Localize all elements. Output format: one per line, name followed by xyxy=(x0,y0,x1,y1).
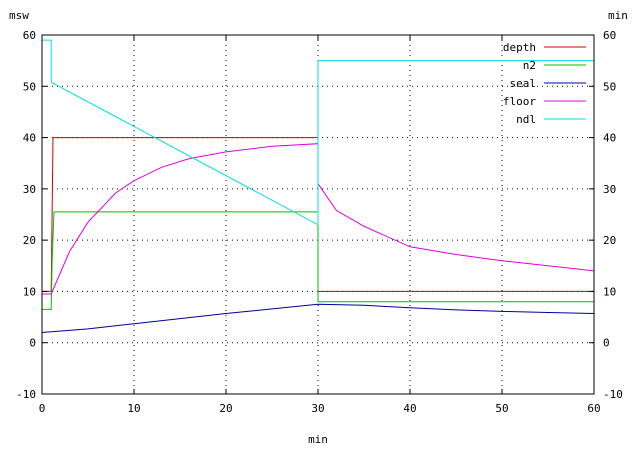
y-tick-label-left: 40 xyxy=(23,132,36,145)
legend-label-ndl: ndl xyxy=(516,113,536,126)
y-axis-label-right: min xyxy=(608,9,628,22)
y-tick-label-left: 0 xyxy=(29,337,36,350)
y-tick-label-left: 10 xyxy=(23,285,36,298)
y-tick-label-left: 30 xyxy=(23,183,36,196)
y-tick-label-right: -10 xyxy=(603,388,623,401)
series-line-n2 xyxy=(42,211,594,310)
x-tick-label: 20 xyxy=(219,402,232,415)
series-line-floor xyxy=(42,143,595,295)
legend-label-n2: n2 xyxy=(523,59,536,72)
y-tick-label-left: 20 xyxy=(23,234,36,247)
x-axis-label: min xyxy=(308,433,328,446)
y-tick-label-left: -10 xyxy=(16,388,36,401)
x-tick-label: 50 xyxy=(495,402,508,415)
y-tick-label-right: 40 xyxy=(603,132,616,145)
legend-label-floor: floor xyxy=(503,95,536,108)
y-tick-label-right: 60 xyxy=(603,29,616,42)
legend-label-seal: seal xyxy=(510,77,537,90)
y-tick-label-left: 60 xyxy=(23,29,36,42)
x-tick-label: 10 xyxy=(127,402,140,415)
y-tick-label-right: 0 xyxy=(603,337,610,350)
y-tick-label-left: 50 xyxy=(23,80,36,93)
y-tick-label-right: 50 xyxy=(603,80,616,93)
y-axis-label-left: msw xyxy=(9,9,29,22)
x-tick-label: 0 xyxy=(39,402,46,415)
series-line-depth xyxy=(42,137,594,292)
x-tick-label: 40 xyxy=(403,402,416,415)
y-tick-label-right: 30 xyxy=(603,183,616,196)
y-tick-label-right: 20 xyxy=(603,234,616,247)
legend-label-depth: depth xyxy=(503,41,536,54)
x-tick-label: 30 xyxy=(311,402,324,415)
series-line-seal xyxy=(41,303,595,333)
legend: depth n2 seal floor ndl xyxy=(503,41,586,126)
x-tick-label: 60 xyxy=(587,402,600,415)
y-tick-label-right: 10 xyxy=(603,285,616,298)
plot-lines xyxy=(41,39,595,333)
series-line-ndl xyxy=(42,39,594,226)
